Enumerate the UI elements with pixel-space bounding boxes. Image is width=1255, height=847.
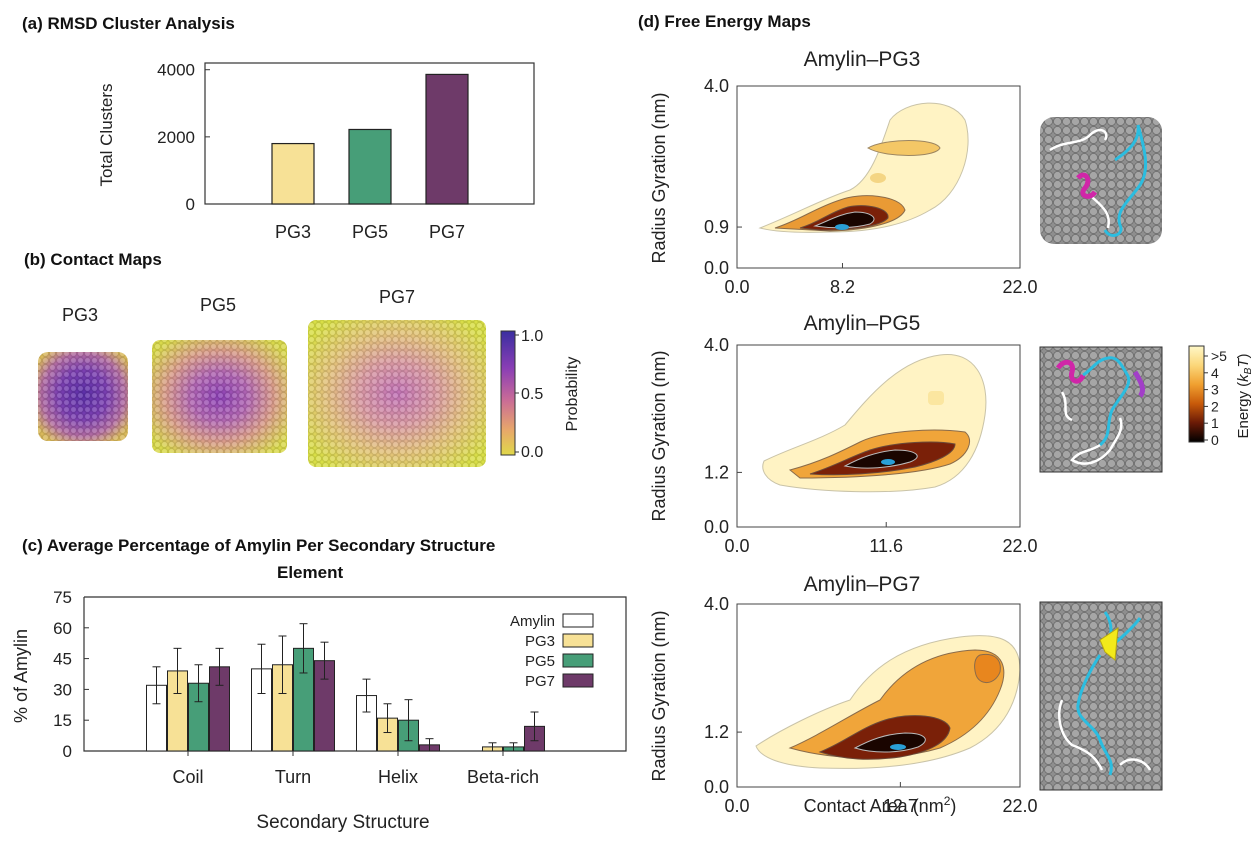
fes-fes-pg7-xtick: 22.0 (1002, 796, 1037, 816)
xtick-pg5: PG5 (352, 222, 388, 242)
free-energy-map-pg5 (736, 344, 1021, 528)
fes-fes-pg5-ytick: 4.0 (704, 335, 729, 355)
energy-colorbar-label: Energy (kBT) (1235, 353, 1254, 438)
fes-fes-pg3-xtick: 8.2 (830, 277, 855, 297)
colorbar-label-probability: Probability (564, 357, 581, 432)
colorbar-tick-0: 0.0 (521, 444, 543, 461)
panel-a-title: (a) RMSD Cluster Analysis (22, 14, 235, 33)
free-energy-axes: 0.0 8.2 22.04.00.90.00.0 11.6 22.04.01.20.00… (704, 76, 1038, 816)
panel-c-title-line2: Element (277, 563, 344, 582)
fes-fes-pg7-ytick: 1.2 (704, 722, 729, 742)
c-ytick-60: 60 (53, 619, 72, 638)
free-energy-map-pg3 (736, 85, 1021, 269)
chart-c-frame (83, 596, 627, 752)
ytick-4000: 4000 (157, 61, 195, 80)
energy-colorbar-bar (1188, 345, 1205, 443)
bar-pg3 (271, 142, 315, 205)
free-energy-map-pg7 (736, 603, 1021, 788)
energy-tick: 3 (1211, 382, 1219, 398)
secondary-structure-bar-chart: 0 15 30 45 60 75 Coil Turn Helix Beta-rich % of Am… (11, 588, 627, 833)
c-ytick-45: 45 (53, 650, 72, 669)
c-xtick-coil: Coil (172, 767, 203, 787)
fes-title-pg5: Amylin–PG5 (804, 312, 921, 335)
legend-label-amylin: Amylin (510, 613, 555, 630)
panel-b-title: (b) Contact Maps (24, 250, 162, 269)
fes-fes-pg5-ytick: 1.2 (704, 462, 729, 482)
fes-fes-pg5-xtick: 11.6 (869, 536, 903, 556)
fes-fes-pg3-ytick: 0.9 (704, 217, 729, 237)
fes-xlabel-contact-area: Contact Area (nm2) (804, 794, 957, 816)
structure-snapshot-pg7 (1039, 601, 1163, 791)
legend-swatch-pg7 (562, 673, 594, 688)
fes-fes-pg7-ytick: 0.0 (704, 777, 729, 797)
structure-snapshot-pg3 (1040, 117, 1162, 244)
fes-ylabel-pg3: Radius Gyration (nm) (649, 92, 669, 263)
energy-tick: 0 (1211, 432, 1219, 448)
c-xtick-turn: Turn (275, 767, 311, 787)
legend-swatch-pg5 (562, 653, 594, 668)
contact-maps: PG3 PG5 PG7 1.0 0.5 0.0 Probability (38, 287, 581, 467)
c-ytick-75: 75 (53, 588, 72, 607)
structure-snapshot-pg5 (1039, 346, 1163, 473)
c-xtick-helix: Helix (378, 767, 418, 787)
fes-title-pg3: Amylin–PG3 (804, 48, 921, 71)
energy-tick: 1 (1211, 415, 1219, 431)
panel-c-title: (c) Average Percentage of Amylin Per Sec… (22, 536, 496, 555)
legend-label-pg7: PG7 (525, 673, 555, 690)
fes-title-pg7: Amylin–PG7 (804, 573, 921, 596)
fes-fes-pg3-xtick: 22.0 (1002, 277, 1037, 297)
ytick-0: 0 (186, 195, 195, 214)
c-ytick-15: 15 (53, 711, 72, 730)
fes-fes-pg3-xtick: 0.0 (724, 277, 749, 297)
panel-d-title: (d) Free Energy Maps (638, 12, 811, 31)
contact-map-label-pg5: PG5 (200, 295, 236, 315)
fes-ylabel-pg7: Radius Gyration (nm) (649, 610, 669, 781)
fes-fes-pg5-xtick: 0.0 (724, 536, 749, 556)
energy-tick: >5 (1211, 348, 1227, 364)
fes-fes-pg5-ytick: 0.0 (704, 517, 729, 537)
ylabel-total-clusters: Total Clusters (97, 84, 116, 187)
ytick-2000: 2000 (157, 128, 195, 147)
energy-tick: 4 (1211, 365, 1219, 381)
fes-fes-pg7-xtick: 0.0 (724, 796, 749, 816)
legend-swatch-amylin (562, 613, 594, 628)
c-xtick-beta-rich: Beta-rich (467, 767, 539, 787)
c-xlabel: Secondary Structure (256, 812, 429, 833)
bar-pg7 (425, 73, 469, 205)
colorbar-tick-05: 0.5 (521, 386, 543, 403)
fes-ylabel-pg5: Radius Gyration (nm) (649, 350, 669, 521)
rmsd-cluster-bar-chart: PG3 PG5 PG7 0 2000 4000 Total Clusters (97, 61, 535, 242)
fes-fes-pg3-ytick: 4.0 (704, 76, 729, 96)
bar-pg5 (348, 128, 392, 205)
fes-fes-pg5-xtick: 22.0 (1002, 536, 1037, 556)
legend-label-pg5: PG5 (525, 653, 555, 670)
c-ytick-30: 30 (53, 680, 72, 699)
contact-map-label-pg7: PG7 (379, 287, 415, 307)
c-ytick-0: 0 (63, 742, 72, 761)
c-ylabel: % of Amylin (11, 629, 31, 723)
contact-map-label-pg3: PG3 (62, 305, 98, 325)
fes-fes-pg3-ytick: 0.0 (704, 258, 729, 278)
probability-colorbar (500, 330, 516, 456)
fes-fes-pg7-xtick: 12.7 (883, 796, 918, 816)
colorbar-tick-1: 1.0 (521, 328, 543, 345)
legend-label-pg3: PG3 (525, 633, 555, 650)
xtick-pg7: PG7 (429, 222, 465, 242)
xtick-pg3: PG3 (275, 222, 311, 242)
legend-swatch-pg3 (562, 633, 594, 648)
fes-fes-pg7-ytick: 4.0 (704, 594, 729, 614)
energy-tick: 2 (1211, 398, 1219, 414)
